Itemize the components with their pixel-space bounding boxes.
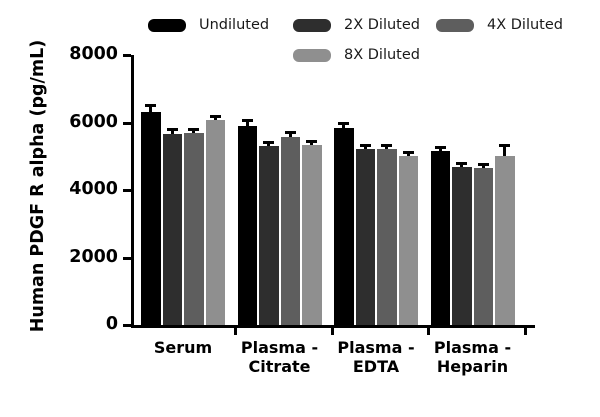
legend-label-4x-diluted: 4X Diluted [487,17,563,33]
x-axis-tick [330,326,334,335]
x-axis-category-label: Serum [153,338,213,357]
error-bar-cap [456,162,468,166]
legend-swatch-4x-diluted [436,18,474,32]
x-axis-category-label: Plasma - Heparin [433,338,512,376]
legend-label-8x-diluted: 8X Diluted [344,47,420,63]
legend-swatch-undiluted [148,18,186,32]
error-bar-cap [284,130,296,134]
legend-label-2x-diluted: 2X Diluted [344,17,420,33]
y-axis-tick-label: 2000 [69,246,118,267]
chart-legend: Undiluted 2X Diluted 4X Diluted 8X Dilut… [0,0,600,63]
y-axis-tick [123,121,131,125]
y-axis-line [131,55,134,326]
error-bar [170,130,174,135]
error-bar-cap [241,118,253,122]
error-bar-cap [499,144,511,148]
error-bar-cap [209,114,221,118]
y-axis-tick-label: 6000 [69,111,118,132]
error-bar [245,121,249,126]
error-bar [460,165,464,168]
error-bar-cap [381,143,393,147]
error-bar [385,146,389,149]
error-bar [267,144,271,147]
y-axis-tick [123,256,131,260]
bar [355,148,375,325]
error-bar [481,166,485,168]
bar [280,137,300,325]
bar [162,134,182,325]
plot-area [123,54,535,335]
bar [141,112,161,325]
x-axis-tick [234,326,237,335]
error-bar-cap [145,103,157,107]
y-axis-tick-label: 0 [105,314,118,334]
y-axis-tick [123,189,131,192]
bar [237,125,257,325]
x-axis-tick [523,326,527,335]
y-axis-tick-label: 8000 [69,44,118,64]
bar [259,146,279,325]
error-bar-cap [338,122,350,126]
legend-swatch-8x-diluted [293,48,331,62]
error-bar [406,154,410,156]
x-axis-category-label: Plasma - EDTA [337,338,415,376]
error-bar [192,130,196,133]
bar [334,128,354,325]
error-bar-cap [188,127,200,131]
legend-item-4x-diluted: 4X Diluted [436,17,563,33]
error-bar [503,147,507,156]
bar [377,148,397,325]
bar [495,155,515,325]
bar [398,155,418,325]
legend-item-undiluted: Undiluted [148,17,269,33]
error-bar [288,133,292,138]
error-bar-cap [477,163,489,167]
error-bar-cap [306,139,318,143]
error-bar-cap [166,127,178,131]
error-bar [213,117,217,120]
x-axis-category-label: Plasma - Citrate [240,338,319,376]
y-axis-tick [123,324,131,327]
legend-label-undiluted: Undiluted [199,17,270,33]
bar [302,144,322,325]
bar [430,151,450,325]
bar [452,167,472,325]
legend-swatch-2x-diluted [293,18,331,32]
error-bar [363,146,367,149]
error-bar [149,106,153,113]
error-bar-cap [359,143,371,147]
error-bar-cap [402,151,414,155]
error-bar-cap [434,146,446,150]
legend-item-8x-diluted: 8X Diluted [293,47,420,63]
error-bar [310,142,314,145]
error-bar [342,125,346,129]
error-bar-cap [263,141,275,145]
y-axis-tick [123,54,131,57]
y-axis-tick-label: 4000 [69,179,118,199]
legend-item-2x-diluted: 2X Diluted [293,17,420,33]
bar [473,167,493,325]
bar [205,119,225,325]
error-bar [438,149,442,152]
bar [184,132,204,325]
x-axis-tick [427,326,430,335]
